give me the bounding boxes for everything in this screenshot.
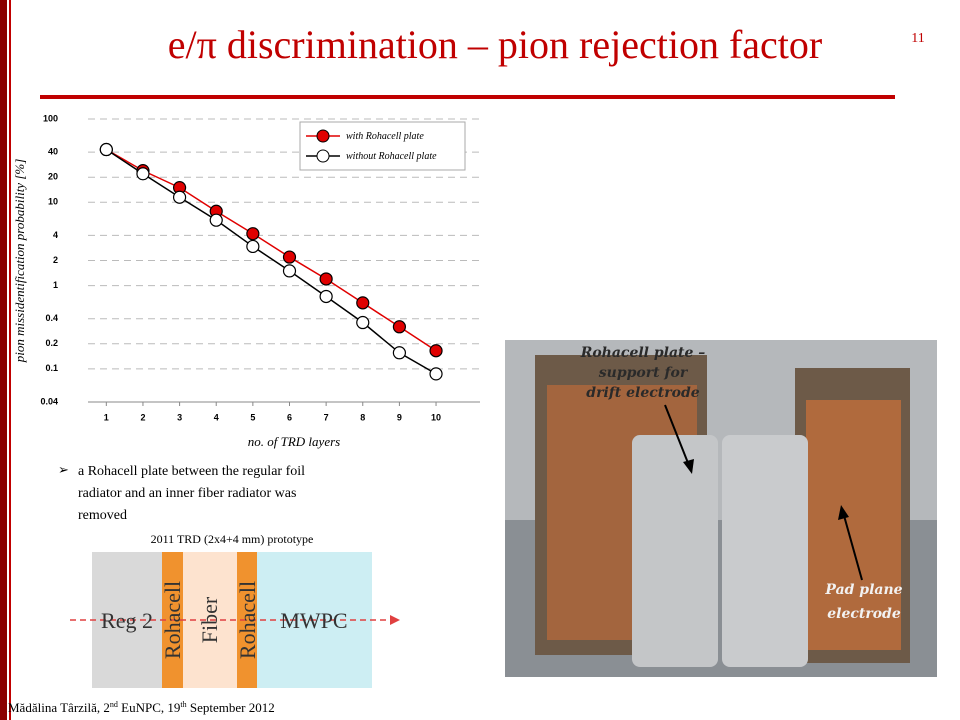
marker bbox=[136, 167, 150, 181]
photo: Rohacell plate – support for drift elect… bbox=[505, 340, 937, 677]
footer-part: September 2012 bbox=[187, 700, 275, 715]
marker bbox=[392, 346, 407, 360]
footer-sup: th bbox=[180, 700, 186, 709]
marker bbox=[429, 367, 443, 381]
marker bbox=[392, 320, 407, 334]
y-tick-label: 0.04 bbox=[40, 396, 58, 406]
page-number: 11 bbox=[911, 31, 924, 46]
legend-marker bbox=[316, 149, 330, 163]
slide-title: e/π discrimination – pion rejection fact… bbox=[168, 22, 822, 67]
x-tick-label: 5 bbox=[250, 412, 255, 422]
legend-label: with Rohacell plate bbox=[346, 131, 424, 142]
marker bbox=[172, 190, 187, 204]
block-label: MWPC bbox=[280, 608, 347, 633]
arrow bbox=[664, 404, 691, 469]
marker bbox=[209, 213, 223, 227]
photo-label: electrode bbox=[827, 606, 901, 622]
marker bbox=[246, 227, 260, 241]
x-axis-label: no. of TRD layers bbox=[248, 434, 340, 449]
y-tick-label: 40 bbox=[48, 147, 58, 157]
footer-sup: nd bbox=[110, 700, 118, 709]
bullet-line: a Rohacell plate between the regular foi… bbox=[78, 464, 305, 479]
marker bbox=[282, 250, 297, 264]
arrowhead bbox=[683, 459, 694, 474]
pad-right bbox=[806, 400, 901, 650]
y-tick-label: 0.2 bbox=[45, 338, 58, 348]
footer: Mădălina Târzilă, 2nd EuNPC, 19th Septem… bbox=[8, 700, 275, 715]
block-label: Rohacell bbox=[235, 581, 260, 659]
legend-label: without Rohacell plate bbox=[346, 151, 437, 162]
x-tick-label: 3 bbox=[177, 412, 182, 422]
photo-label: drift electrode bbox=[586, 385, 699, 401]
legend-box bbox=[299, 121, 466, 171]
y-tick-label: 0.1 bbox=[45, 363, 58, 373]
marker bbox=[319, 272, 333, 286]
x-tick-label: 8 bbox=[360, 412, 365, 422]
bullet-line: removed bbox=[78, 508, 127, 523]
y-tick-label: 0.4 bbox=[45, 313, 58, 323]
footer-part: EuNPC, 19 bbox=[118, 700, 180, 715]
marker bbox=[429, 344, 443, 358]
x-tick-label: 1 bbox=[104, 412, 109, 422]
y-tick-label: 10 bbox=[48, 197, 58, 207]
arrow bbox=[842, 511, 863, 581]
y-axis-label: pion missidentification probability [%] bbox=[12, 159, 27, 364]
y-tick-label: 4 bbox=[53, 230, 58, 240]
x-tick-label: 10 bbox=[431, 412, 441, 422]
arrowhead bbox=[838, 505, 849, 520]
block-label: Reg 2 bbox=[101, 608, 153, 633]
block-label: Fiber bbox=[197, 596, 222, 643]
series-line bbox=[105, 148, 437, 375]
chart: 0.04 0.1 0.2 0.4 1 2 4 10 20 40 100 1 2 3 4 5 6 7 8 9 10 pion… bbox=[12, 113, 480, 449]
plate bbox=[722, 435, 808, 667]
marker bbox=[319, 289, 333, 304]
y-tick-label: 1 bbox=[53, 280, 58, 290]
x-tick-label: 7 bbox=[324, 412, 329, 422]
y-tick-label: 100 bbox=[43, 113, 58, 123]
beam-arrow bbox=[390, 615, 400, 625]
x-tick-label: 9 bbox=[397, 412, 402, 422]
bullet-mark: ➢ bbox=[58, 462, 69, 477]
marker bbox=[99, 142, 113, 157]
marker bbox=[246, 239, 260, 254]
legend-marker bbox=[316, 129, 330, 143]
series-line bbox=[105, 148, 437, 352]
photo-label: Rohacell plate – bbox=[580, 345, 706, 361]
x-tick-label: 2 bbox=[140, 412, 145, 422]
plate bbox=[632, 435, 718, 667]
bullet-text: a Rohacell plate between the regular foi… bbox=[78, 464, 305, 523]
side-line bbox=[9, 0, 11, 720]
block-label: Rohacell bbox=[160, 581, 185, 659]
photo-label: Pad plane bbox=[824, 582, 902, 598]
footer-part: Mădălina Târzilă, 2 bbox=[8, 700, 110, 715]
block-rohacell bbox=[237, 552, 257, 688]
y-tick-label: 2 bbox=[53, 255, 58, 265]
x-tick-label: 6 bbox=[287, 412, 292, 422]
diagram-caption: 2011 TRD (2x4+4 mm) prototype bbox=[151, 532, 314, 546]
marker bbox=[356, 296, 370, 310]
photo-label: support for bbox=[599, 365, 689, 381]
diagram: Reg 2 Rohacell Fiber Rohacell MWPC bbox=[70, 552, 400, 688]
title-rule bbox=[40, 95, 895, 99]
side-bar bbox=[0, 0, 7, 720]
bullet-line: radiator and an inner fiber radiator was bbox=[78, 486, 296, 501]
marker bbox=[282, 264, 297, 278]
x-tick-label: 4 bbox=[214, 412, 219, 422]
y-tick-label: 20 bbox=[48, 172, 58, 182]
marker bbox=[356, 315, 370, 330]
